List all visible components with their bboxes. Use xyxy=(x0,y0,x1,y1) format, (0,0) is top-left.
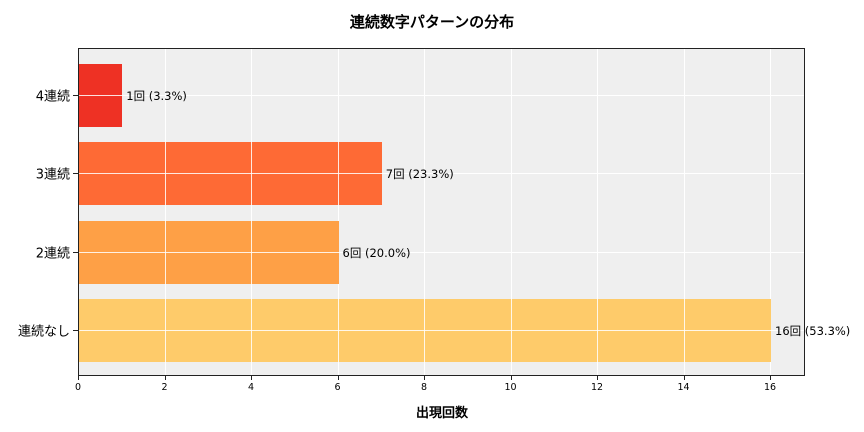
x-tick-label: 14 xyxy=(677,382,690,393)
x-tick xyxy=(424,376,425,380)
grid-line-vertical xyxy=(770,49,771,375)
x-tick-label: 10 xyxy=(504,382,517,393)
x-tick-label: 12 xyxy=(590,382,604,393)
x-tick-label: 4 xyxy=(247,382,255,393)
x-tick xyxy=(337,376,339,380)
y-tick-label: 4連続 xyxy=(35,89,70,104)
chart-title: 連続数字パターンの分布 xyxy=(349,13,515,31)
bar-0 xyxy=(79,64,123,127)
grid-line-vertical xyxy=(510,49,512,375)
x-tick xyxy=(510,376,512,380)
bar-3 xyxy=(79,299,771,362)
x-tick xyxy=(597,376,598,380)
grid-line-vertical xyxy=(424,49,425,375)
y-tick-label: 2連続 xyxy=(35,246,70,261)
grid-line-horizontal xyxy=(79,94,804,96)
x-tick-label: 8 xyxy=(420,382,428,393)
y-tick-label: 連続なし xyxy=(17,324,70,339)
x-tick-label: 2 xyxy=(161,382,168,393)
bar-2 xyxy=(79,221,339,284)
plot-area: 1回 (3.3%) 7回 (23.3%) 6回 (20.0%) 16回 (53.3%) xyxy=(78,48,850,376)
y-tick xyxy=(73,172,78,174)
y-tick xyxy=(73,329,78,331)
bar-data-label: 6回 (20.0%) xyxy=(342,245,411,260)
x-tick xyxy=(770,376,771,380)
grid-line-vertical xyxy=(597,49,598,375)
x-tick xyxy=(683,376,685,380)
x-tick-label: 16 xyxy=(763,382,777,393)
x-tick xyxy=(78,376,79,380)
y-tick-label: 3連続 xyxy=(35,167,70,182)
x-tick-label: 6 xyxy=(334,382,341,393)
grid-line-vertical xyxy=(251,49,252,375)
y-tick xyxy=(73,94,78,96)
bar-data-label: 1回 (3.3%) xyxy=(126,88,187,103)
grid-line-vertical xyxy=(164,49,166,375)
x-axis-title: 出現回数 xyxy=(415,406,468,421)
y-tick xyxy=(73,251,78,253)
grid-line-horizontal xyxy=(79,251,804,253)
grid-line-vertical xyxy=(337,49,339,375)
bar-data-label: 16回 (53.3%) xyxy=(775,323,851,338)
x-tick-label: 0 xyxy=(74,382,82,393)
grid-line-horizontal xyxy=(79,172,804,174)
x-tick xyxy=(164,376,166,380)
bar-1 xyxy=(79,142,382,205)
bar-data-label: 7回 (23.3%) xyxy=(385,166,454,181)
grid-line-vertical xyxy=(683,49,685,375)
x-tick xyxy=(251,376,252,380)
